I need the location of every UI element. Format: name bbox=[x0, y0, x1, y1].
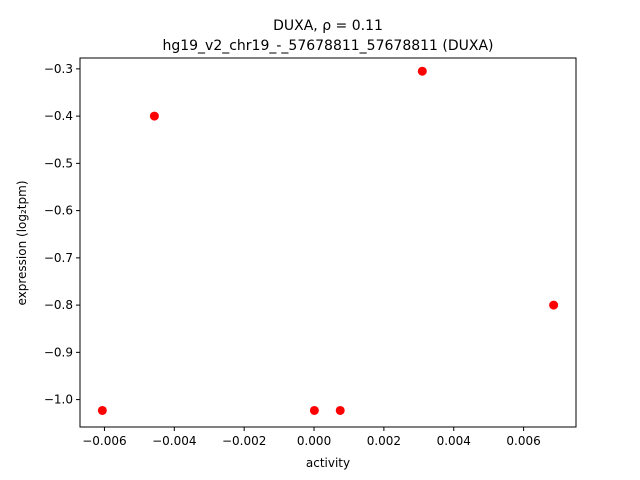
x-axis-label: activity bbox=[306, 456, 350, 470]
x-tick-label: −0.002 bbox=[222, 434, 266, 448]
y-tick-label: −0.4 bbox=[44, 109, 73, 123]
y-tick-label: −0.5 bbox=[44, 156, 73, 170]
data-point bbox=[335, 405, 345, 415]
x-tick-label: 0.000 bbox=[297, 434, 331, 448]
x-tick-label: −0.004 bbox=[152, 434, 196, 448]
data-point bbox=[549, 300, 559, 310]
y-tick-label: −0.8 bbox=[44, 298, 73, 312]
y-tick-label: −0.6 bbox=[44, 204, 73, 218]
data-point bbox=[417, 66, 427, 76]
y-tick-label: −0.3 bbox=[44, 62, 73, 76]
data-point bbox=[309, 405, 319, 415]
chart-title-line1: DUXA, ρ = 0.11 bbox=[273, 18, 383, 34]
data-point bbox=[149, 111, 159, 121]
y-axis-label: expression (log₂tpm) bbox=[15, 180, 29, 305]
y-tick-label: −0.9 bbox=[44, 345, 73, 359]
chart-title-line2: hg19_v2_chr19_-_57678811_57678811 (DUXA) bbox=[162, 38, 493, 54]
plot-frame bbox=[79, 57, 577, 428]
data-point bbox=[97, 405, 107, 415]
y-tick-label: −0.7 bbox=[44, 251, 73, 265]
x-tick-label: 0.004 bbox=[437, 434, 471, 448]
x-tick-label: 0.002 bbox=[367, 434, 401, 448]
plot-area: −0.006 −0.004 −0.002 0.000 0.002 0.004 0.006 −0… bbox=[44, 62, 559, 448]
x-tick-label: −0.006 bbox=[82, 434, 126, 448]
y-tick-label: −1.0 bbox=[44, 393, 73, 407]
x-tick-label: 0.006 bbox=[506, 434, 540, 448]
